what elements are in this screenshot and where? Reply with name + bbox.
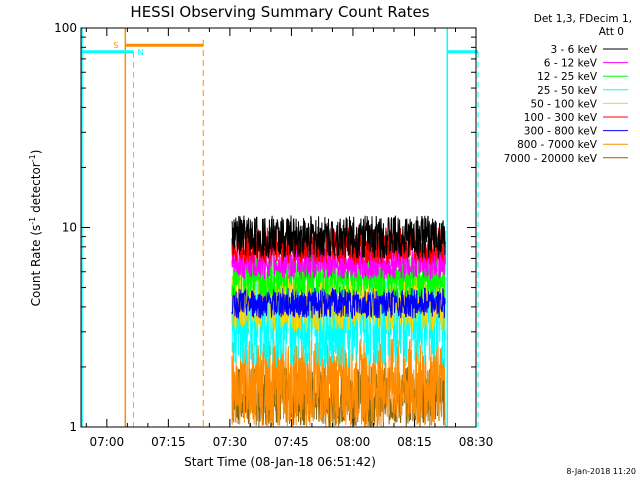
y-axis-label: Count Rate (s-1 detector-1) xyxy=(28,150,43,307)
legend-label: 300 - 800 keV xyxy=(524,126,598,138)
x-tick-label: 08:30 xyxy=(459,435,494,449)
legend-label: 3 - 6 keV xyxy=(550,44,597,56)
chart-title: HESSI Observing Summary Count Rates xyxy=(130,3,429,21)
x-tick-label: 08:15 xyxy=(397,435,432,449)
x-tick-label: 08:00 xyxy=(336,435,371,449)
legend-label: 7000 - 20000 keV xyxy=(504,153,598,165)
x-tick-label: 07:30 xyxy=(213,435,248,449)
spectral-bands xyxy=(231,215,446,428)
y-axis: 1 10 100 xyxy=(54,21,476,434)
legend-label: 6 - 12 keV xyxy=(544,58,598,70)
series-1 xyxy=(231,246,446,280)
x-tick-label: 07:00 xyxy=(90,435,125,449)
legend-label: 100 - 300 keV xyxy=(524,112,598,124)
legend-header-2: Att 0 xyxy=(599,26,624,38)
legend-label: 50 - 100 keV xyxy=(530,98,597,110)
saa-label: S xyxy=(113,41,118,50)
night-label: N xyxy=(138,48,144,57)
x-tick-label: 07:15 xyxy=(151,435,186,449)
legend-label: 800 - 7000 keV xyxy=(517,139,598,151)
y-tick-label: 10 xyxy=(62,221,77,235)
y-tick-label: 100 xyxy=(54,21,77,35)
x-axis-label: Start Time (08-Jan-18 06:51:42) xyxy=(184,455,376,469)
x-axis: 07:00 07:15 07:30 07:45 08:00 08:15 08:30 xyxy=(85,28,494,449)
x-tick-label: 07:45 xyxy=(274,435,309,449)
series-7 xyxy=(231,338,446,427)
footer-timestamp: 8-Jan-2018 11:20 xyxy=(566,467,636,476)
series-6 xyxy=(231,286,446,320)
legend-header-1: Det 1,3, FDecim 1, xyxy=(534,13,632,25)
series-0 xyxy=(231,215,446,259)
legend-label: 12 - 25 keV xyxy=(537,71,598,83)
y-tick-label: 1 xyxy=(69,420,77,434)
legend-label: 25 - 50 keV xyxy=(537,85,598,97)
